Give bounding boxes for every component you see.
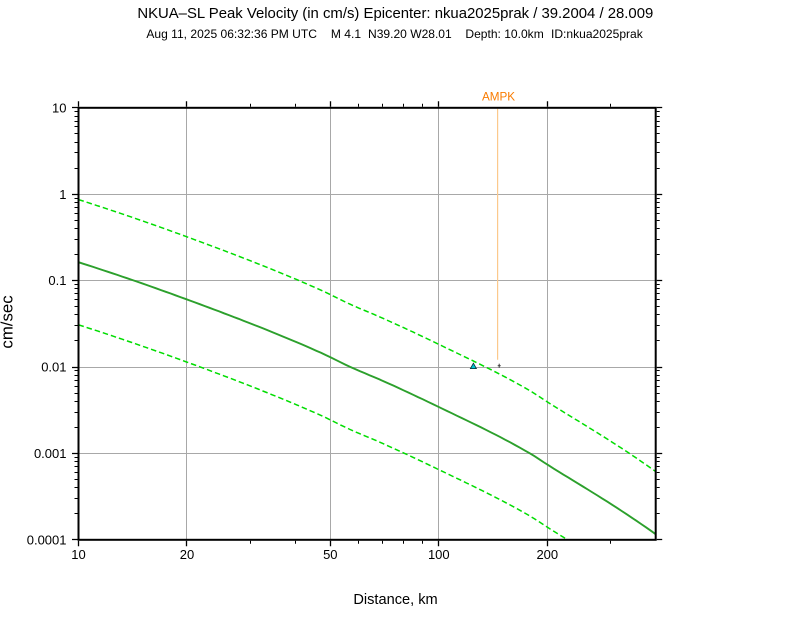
svg-text:NKUA–SL Peak Velocity (in cm/s: NKUA–SL Peak Velocity (in cm/s) Epicente… — [137, 6, 653, 22]
svg-text:cm/sec: cm/sec — [0, 295, 16, 348]
svg-text:10: 10 — [71, 547, 85, 562]
svg-text:50: 50 — [323, 547, 337, 562]
svg-text:Distance, km: Distance, km — [353, 592, 437, 608]
svg-text:20: 20 — [180, 547, 194, 562]
svg-text:0.01: 0.01 — [41, 360, 66, 375]
svg-text:0.1: 0.1 — [48, 273, 66, 288]
svg-text:1: 1 — [59, 187, 66, 202]
svg-text:100: 100 — [428, 547, 450, 562]
svg-text:AMPK: AMPK — [482, 90, 515, 103]
svg-text:0.001: 0.001 — [34, 446, 67, 461]
svg-text:200: 200 — [536, 547, 558, 562]
svg-text:0.0001: 0.0001 — [27, 532, 67, 547]
svg-text:10: 10 — [52, 100, 66, 115]
